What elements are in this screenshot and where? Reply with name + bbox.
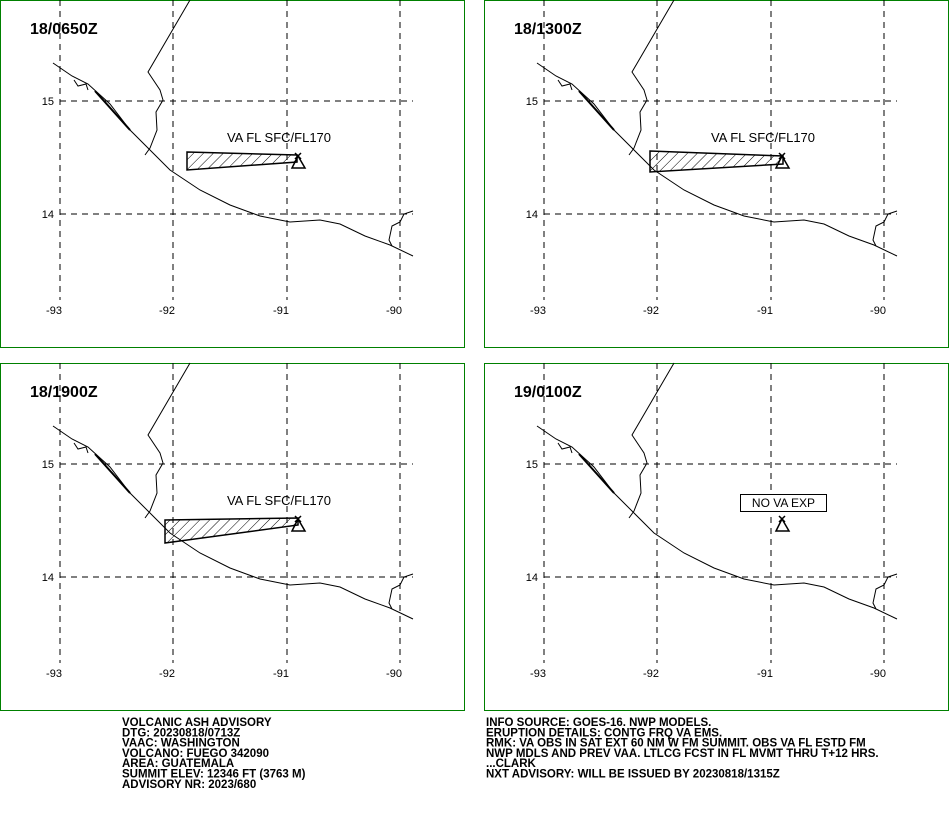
advisory-text: SUMMIT ELEV: 12346 FT (3763 M) [122, 769, 306, 781]
ash-area [649, 150, 784, 173]
map-panel: -93 -92 -91 -90 15 14 18/0650Z VA FL SFC/FL170 [0, 0, 465, 348]
annotation-box [740, 494, 827, 512]
border [628, 0, 675, 156]
lat-label: 15 [526, 459, 538, 471]
coast-thick [94, 90, 131, 131]
valid-time: 18/1900Z [30, 384, 98, 401]
map-panel: -93 -92 -91 -90 15 14 18/1900Z VA FL SFC/FL170 [0, 362, 465, 711]
lon-label: -92 [159, 668, 175, 680]
ash-area [164, 517, 299, 544]
lat-label: 14 [526, 572, 538, 584]
volcano-icon [290, 152, 307, 169]
lat-label: 14 [42, 209, 54, 221]
coast-thick [94, 453, 131, 494]
advisory-text: NWP MDLS AND PREV VAA. LTLCG FCST IN FL … [486, 748, 879, 760]
border [144, 0, 191, 156]
coast-thick [578, 453, 615, 494]
lon-label: -93 [530, 668, 546, 680]
lon-label: -91 [273, 305, 289, 317]
lon-label: -90 [386, 305, 402, 317]
volcano-icon [774, 152, 791, 169]
ash-annotation: VA FL SFC/FL170 [227, 493, 331, 508]
coast-detail [73, 442, 89, 454]
advisory-text: INFO SOURCE: GOES-16. NWP MODELS. [486, 717, 711, 729]
lon-label: -92 [643, 668, 659, 680]
panel-border [484, 363, 949, 711]
valid-time: 18/0650Z [30, 21, 98, 38]
lat-label: 14 [526, 209, 538, 221]
advisory-text: ERUPTION DETAILS: CONTG FRQ VA EMS. [486, 727, 722, 739]
lon-label: -92 [643, 305, 659, 317]
ash-area [186, 151, 298, 171]
border [388, 210, 414, 247]
ash-annotation: VA FL SFC/FL170 [227, 130, 331, 145]
lon-label: -90 [870, 305, 886, 317]
valid-time: 19/0100Z [514, 384, 582, 401]
border [628, 362, 675, 519]
panel-border [0, 0, 465, 348]
border [872, 573, 898, 610]
map-panel: -93 -92 -91 -90 15 14 19/0100Z NO VA EXP [484, 362, 949, 711]
panel-border [484, 0, 949, 348]
valid-time: 18/1300Z [514, 21, 582, 38]
advisory-text: AREA: GUATEMALA [122, 758, 234, 770]
advisory-text: DTG: 20230818/0713Z [122, 727, 240, 739]
lon-label: -93 [46, 305, 62, 317]
lon-label: -90 [386, 668, 402, 680]
lat-label: 15 [526, 96, 538, 108]
lon-label: -90 [870, 668, 886, 680]
border [144, 362, 191, 519]
coast-detail [557, 442, 573, 454]
coast-thick [578, 90, 615, 131]
advisory-text: ADVISORY NR: 2023/680 [122, 779, 256, 791]
lat-label: 15 [42, 96, 54, 108]
lon-label: -93 [46, 668, 62, 680]
coastline [536, 425, 898, 620]
ash-annotation: VA FL SFC/FL170 [711, 130, 815, 145]
advisory-text: ...CLARK [486, 758, 537, 770]
advisory-text: VOLCANIC ASH ADVISORY [122, 717, 272, 729]
volcano-icon [774, 515, 791, 532]
lon-label: -93 [530, 305, 546, 317]
advisory-text: NXT ADVISORY: WILL BE ISSUED BY 20230818… [486, 769, 780, 781]
lon-label: -91 [757, 668, 773, 680]
advisory-text: VOLCANO: FUEGO 342090 [122, 748, 269, 760]
border [388, 573, 414, 610]
ash-annotation: NO VA EXP [752, 496, 815, 510]
lon-label: -92 [159, 305, 175, 317]
lat-label: 14 [42, 572, 54, 584]
lon-label: -91 [273, 668, 289, 680]
map-panel: -93 -92 -91 -90 15 14 18/1300Z VA FL SFC/FL170 [484, 0, 949, 348]
advisory-text: VAAC: WASHINGTON [122, 738, 240, 750]
volcano-icon [290, 515, 307, 532]
lon-label: -91 [757, 305, 773, 317]
advisory-text: RMK: VA OBS IN SAT EXT 60 NM W FM SUMMIT… [486, 738, 866, 750]
coast-detail [557, 79, 573, 91]
lat-label: 15 [42, 459, 54, 471]
coast-detail [73, 79, 89, 91]
border [872, 210, 898, 247]
panel-border [0, 363, 465, 711]
